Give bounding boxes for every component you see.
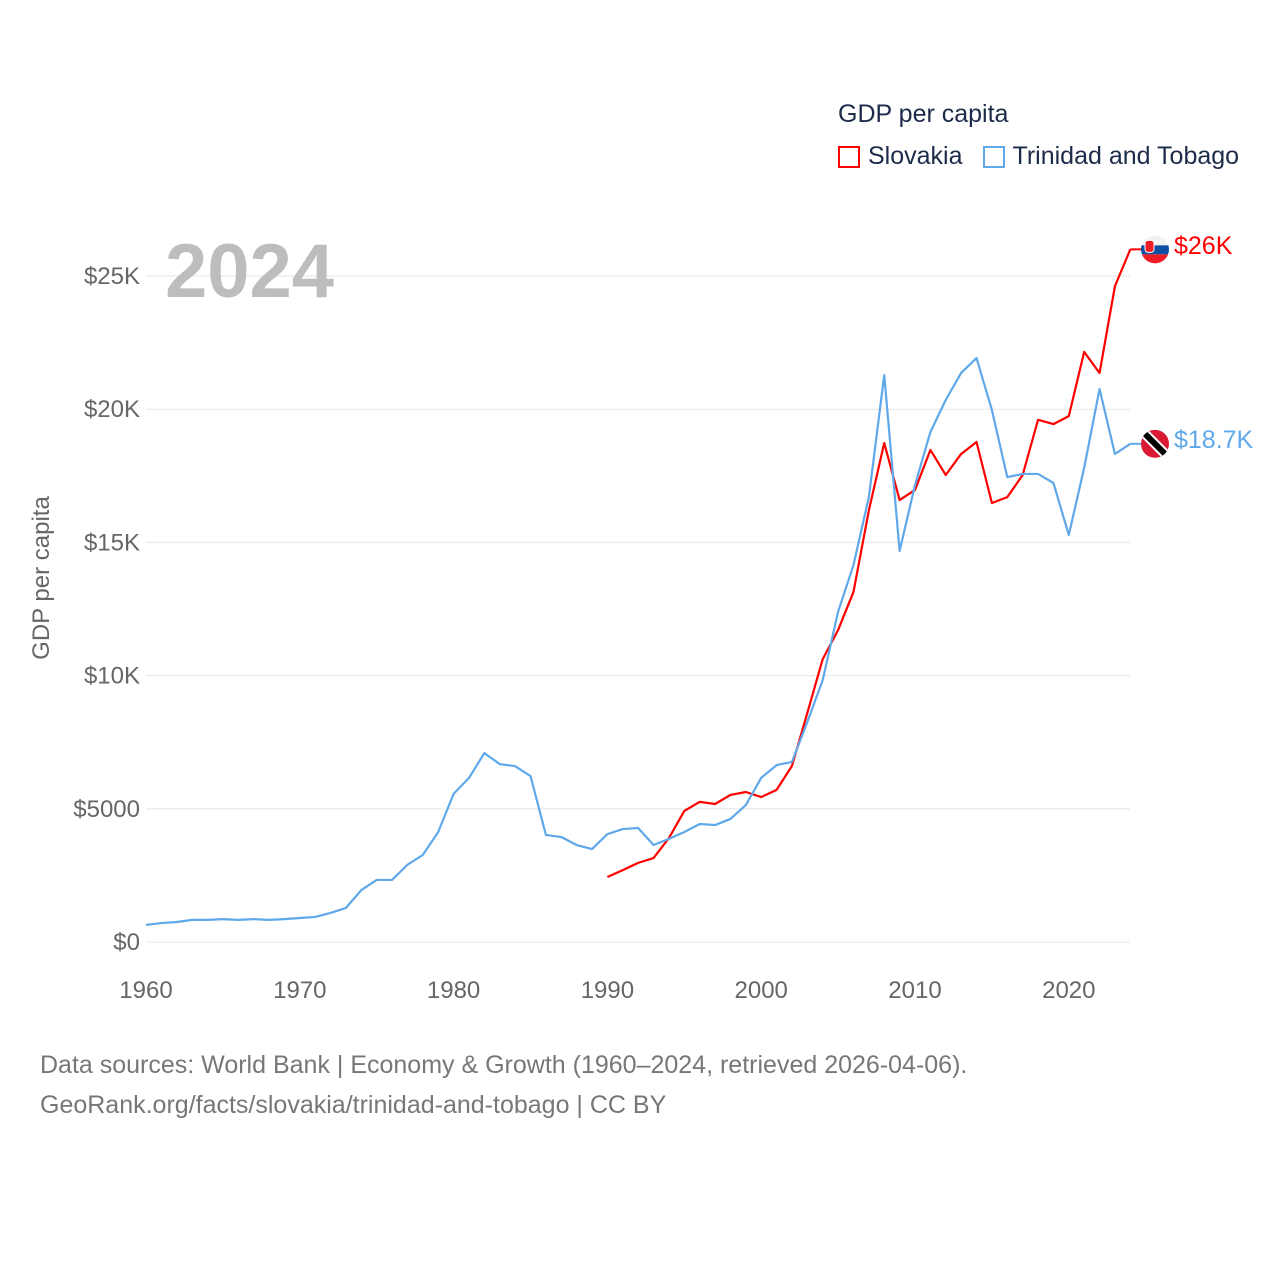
slovakia-flag-icon <box>1141 235 1169 264</box>
y-axis-label: GDP per capita <box>28 496 55 660</box>
x-tick-label: 2000 <box>735 977 788 1004</box>
legend-title: GDP per capita <box>838 100 1009 128</box>
source-line-2[interactable]: GeoRank.org/facts/slovakia/trinidad-and-… <box>40 1091 667 1119</box>
y-tick-label: $0 <box>113 929 140 956</box>
series-line-slovakia[interactable] <box>606 248 1132 879</box>
x-tick-label: 2020 <box>1042 977 1095 1004</box>
trinidad-and-tobago-flag-icon <box>1141 429 1169 458</box>
end-label-trinidad-and-tobago: $18.7K <box>1174 426 1254 454</box>
y-tick-label: $20K <box>84 396 140 423</box>
y-tick-label: $15K <box>84 529 140 556</box>
y-tick-label: $10K <box>84 663 140 690</box>
y-tick-label: $5000 <box>73 796 140 823</box>
x-tick-label: 1960 <box>119 977 172 1004</box>
x-tick-label: 1990 <box>581 977 634 1004</box>
source-note: Data sources: World Bank | Economy & Gro… <box>40 1045 967 1125</box>
legend-item-slovakia[interactable]: Slovakia <box>838 142 963 171</box>
legend-label: Slovakia <box>868 142 963 170</box>
year-label: 2024 <box>165 229 335 314</box>
legend-swatch-trinidad-and-tobago <box>982 145 1005 168</box>
series-line-trinidad-and-tobago[interactable] <box>145 356 1131 927</box>
legend-swatch-slovakia <box>838 145 860 168</box>
y-tick-label: $25K <box>84 263 140 290</box>
legend: Slovakia Trinidad and Tobago <box>838 142 1259 171</box>
end-label-slovakia: $26K <box>1174 232 1233 260</box>
x-tick-label: 2010 <box>888 977 941 1004</box>
source-line-1: Data sources: World Bank | Economy & Gro… <box>40 1051 968 1079</box>
legend-item-trinidad-and-tobago[interactable]: Trinidad and Tobago <box>982 142 1240 171</box>
x-tick-label: 1980 <box>427 977 480 1004</box>
x-tick-label: 1970 <box>273 977 326 1004</box>
legend-label: Trinidad and Tobago <box>1012 142 1240 170</box>
